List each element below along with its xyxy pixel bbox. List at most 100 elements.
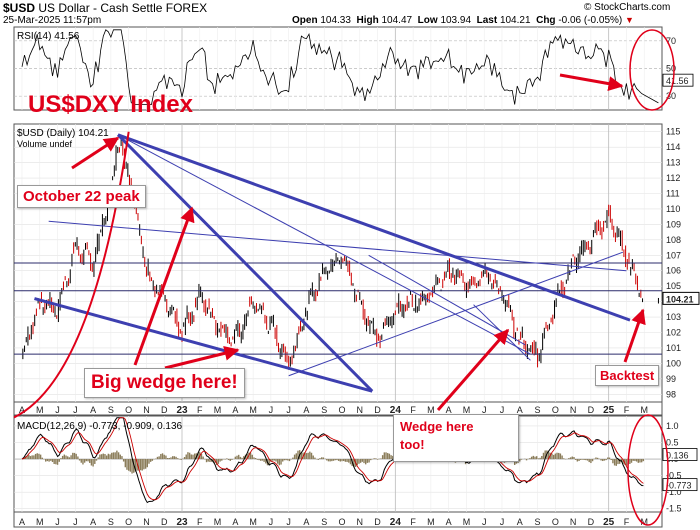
macd-date-tick: J: [73, 517, 78, 527]
rsi-divergence-ellipse: [629, 29, 675, 111]
macd-date-tick: M: [249, 517, 257, 527]
price-tick-label: 115: [666, 127, 680, 137]
price-panel-label: $USD (Daily) 104.21: [17, 128, 109, 139]
price-date-tick: S: [321, 405, 327, 415]
price-date-tick: J: [55, 405, 60, 415]
price-date-tick: M: [427, 405, 435, 415]
macd-date-tick: D: [588, 517, 595, 527]
price-tick-label: 101: [666, 343, 681, 353]
macd-date-tick: J: [269, 517, 274, 527]
macd-date-tick: S: [321, 517, 327, 527]
macd-divergence-ellipse: [627, 414, 669, 526]
wedge-too-callout: Wedge here too!: [393, 414, 519, 462]
chart-header-title: $USD US Dollar - Cash Settle FOREX: [3, 1, 207, 15]
price-tick-label: 113: [666, 158, 680, 168]
rsi-line: [21, 29, 659, 105]
price-date-tick: D: [374, 405, 381, 415]
macd-date-tick: D: [374, 517, 381, 527]
price-tick-label: 114: [666, 142, 680, 152]
price-date-tick: N: [570, 405, 577, 415]
macd-date-tick: D: [161, 517, 168, 527]
price-date-axis: [13, 401, 663, 416]
change-value: -0.06 (-0.05%): [558, 15, 623, 26]
macd-tick-label: -0.5: [666, 471, 682, 481]
last-price-label: 104.21: [666, 294, 694, 304]
price-date-tick: M: [640, 405, 648, 415]
macd-hist-value: 0.136: [666, 451, 689, 461]
index-title-annotation: US$DXY Index: [28, 91, 193, 118]
price-date-tick: D: [161, 405, 168, 415]
price-date-tick: O: [338, 405, 345, 415]
macd-signal-line: [21, 417, 644, 501]
macd-date-tick: O: [338, 517, 345, 527]
price-date-tick: F: [410, 405, 416, 415]
rsi-tick-label: 50: [666, 64, 676, 74]
price-date-tick: D: [588, 405, 595, 415]
resistance-trendline: [48, 220, 627, 272]
price-date-tick: N: [143, 405, 150, 415]
macd-tick-label: 1.0: [666, 421, 679, 431]
macd-date-tick: N: [357, 517, 364, 527]
price-date-tick: A: [19, 405, 25, 415]
open-value: 104.33: [320, 15, 351, 26]
macd-date-tick: M: [36, 517, 44, 527]
rsi-tick-label: 30: [666, 91, 676, 101]
macd-date-tick: O: [552, 517, 559, 527]
price-date-tick: A: [232, 405, 238, 415]
major-downtrend-line: [117, 133, 631, 322]
macd-date-tick: A: [90, 517, 96, 527]
peak-arrow: [71, 136, 120, 170]
macd-date-tick: O: [125, 517, 132, 527]
price-tick-label: 110: [666, 204, 680, 214]
exchange: FOREX: [165, 1, 208, 15]
macd-tick-label: 0.5: [666, 437, 679, 447]
price-date-tick: F: [624, 405, 630, 415]
price-date-tick: S: [535, 405, 541, 415]
macd-label: MACD(12,26,9) -0.773, -0.909, 0.136: [17, 421, 183, 432]
last-value: 104.21: [499, 15, 531, 26]
low-value: 103.94: [440, 15, 472, 26]
macd-date-axis: [13, 511, 663, 528]
price-date-tick: J: [500, 405, 505, 415]
wedge-arrow: [436, 328, 510, 411]
price-date-tick: 23: [176, 405, 188, 416]
price-date-tick: A: [446, 405, 452, 415]
rsi-divergence-arrow: [559, 73, 624, 92]
price-date-tick: M: [249, 405, 257, 415]
price-date-tick: J: [269, 405, 274, 415]
secondary-downtrend-line: [117, 134, 531, 355]
brand-watermark: © StockCharts.com: [584, 2, 671, 13]
backtest-arrow: [623, 308, 646, 363]
price-tick-label: 99: [666, 374, 676, 384]
macd-date-tick: M: [463, 517, 471, 527]
price-tick-label: 112: [666, 173, 680, 183]
price-date-tick: 25: [603, 405, 615, 416]
price-tick-label: 108: [666, 235, 681, 245]
macd-hist-tag: [662, 448, 698, 461]
wedge-callout-line1: Wedge here: [400, 419, 474, 434]
price-date-tick: O: [125, 405, 132, 415]
rsi-tick-label: 70: [666, 36, 676, 46]
rsi-value-label: 41.56: [666, 76, 689, 86]
macd-date-tick: A: [303, 517, 309, 527]
macd-date-tick: A: [19, 517, 25, 527]
rising-support-trendline: [288, 251, 624, 377]
macd-date-tick: S: [535, 517, 541, 527]
price-date-tick: M: [36, 405, 44, 415]
macd-date-tick: 24: [390, 517, 402, 528]
price-tick-label: 102: [666, 328, 681, 338]
last-price-tag: [662, 291, 700, 305]
macd-date-tick: J: [500, 517, 505, 527]
macd-date-tick: J: [482, 517, 487, 527]
price-date-tick: S: [108, 405, 114, 415]
volume-label: Volume undef: [17, 139, 73, 149]
macd-date-tick: 25: [603, 517, 615, 528]
high-value: 104.47: [381, 15, 413, 26]
macd-date-tick: A: [517, 517, 523, 527]
big-wedge-arrow-up: [133, 206, 195, 366]
price-date-tick: A: [517, 405, 523, 415]
macd-value-tag: [662, 478, 698, 492]
price-tick-label: 109: [666, 219, 681, 229]
